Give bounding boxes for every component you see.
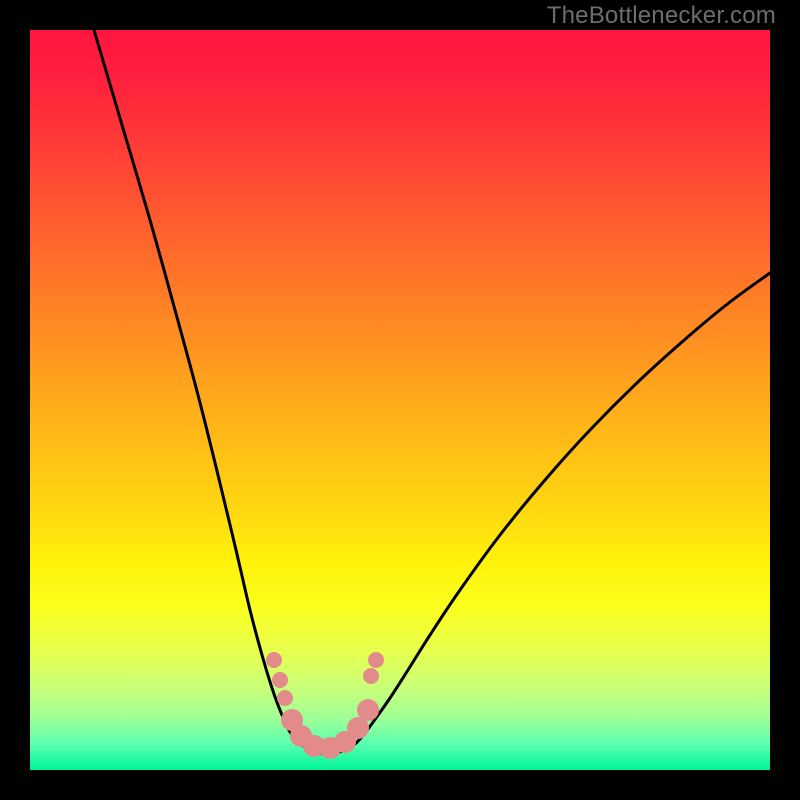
watermark-text: TheBottlenecker.com: [547, 2, 776, 30]
plot-area: [30, 30, 770, 770]
data-marker: [266, 652, 282, 668]
data-marker: [357, 699, 379, 721]
data-marker: [277, 690, 293, 706]
chart-frame: TheBottlenecker.com: [0, 0, 800, 800]
data-marker: [368, 652, 384, 668]
data-marker: [363, 668, 379, 684]
data-marker: [272, 672, 288, 688]
gradient-background: [30, 30, 770, 770]
